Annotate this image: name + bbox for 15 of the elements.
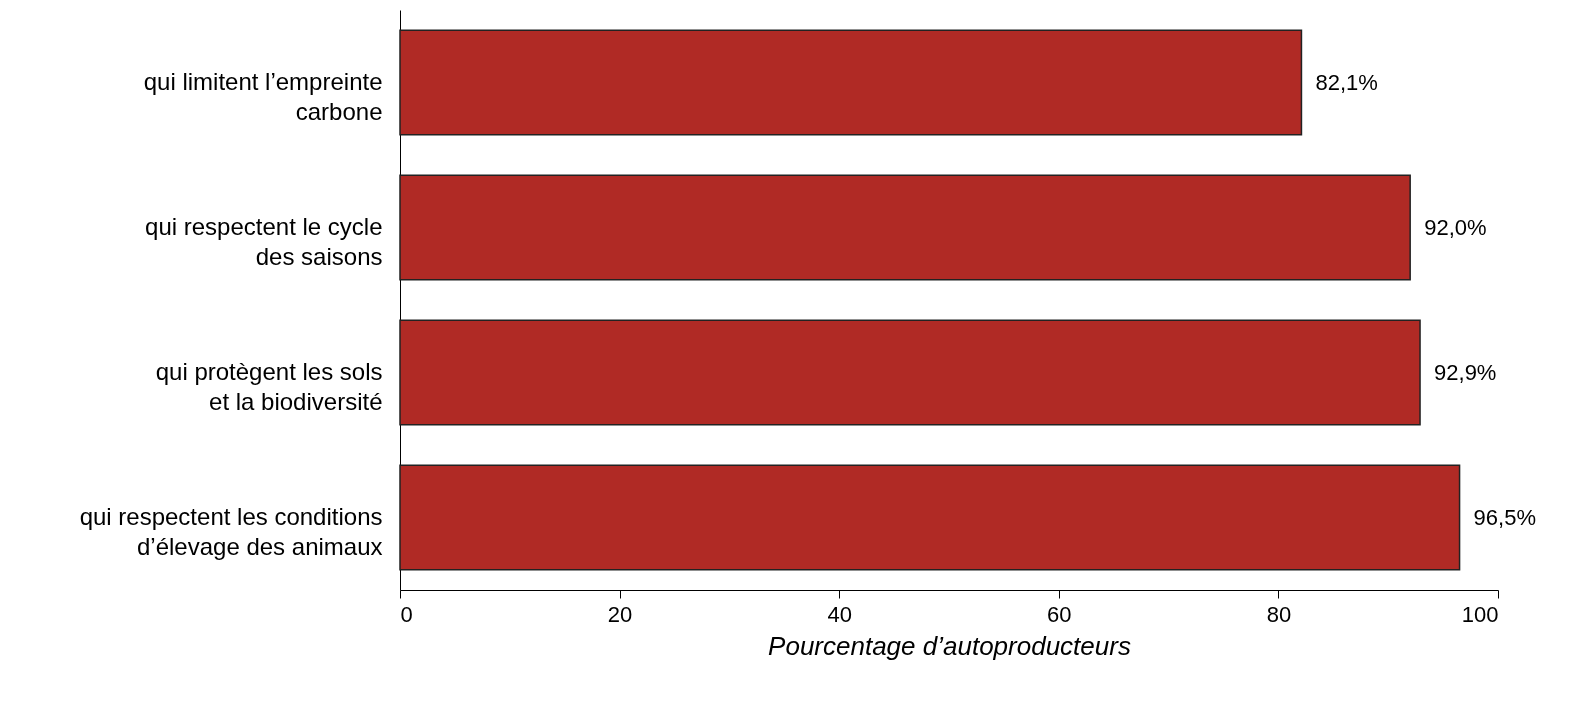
y-tick-label: qui limitent l’empreinte carbone — [143, 67, 383, 125]
data-label: 82,1% — [1315, 69, 1378, 95]
data-label: 96,5% — [1473, 504, 1536, 530]
data-label: 92,0% — [1424, 214, 1487, 240]
x-axis-title: Pourcentage d’autoproducteurs — [768, 630, 1131, 661]
y-tick-label: qui respectent les conditions d’élevage des animaux — [79, 502, 383, 560]
y-tick-label: qui protègent les sols et la biodiversité — [155, 357, 383, 415]
x-tick-label: 20 — [607, 601, 633, 627]
y-tick-label: qui respectent le cycle des saisons — [145, 212, 383, 270]
x-tick-label: 80 — [1266, 601, 1292, 627]
x-tick-label: 60 — [1047, 601, 1072, 627]
x-tick-label: 0 — [400, 601, 413, 627]
x-tick-label: 40 — [827, 601, 852, 627]
x-tick-label: 100 — [1461, 601, 1499, 627]
data-label: 92,9% — [1434, 359, 1497, 385]
